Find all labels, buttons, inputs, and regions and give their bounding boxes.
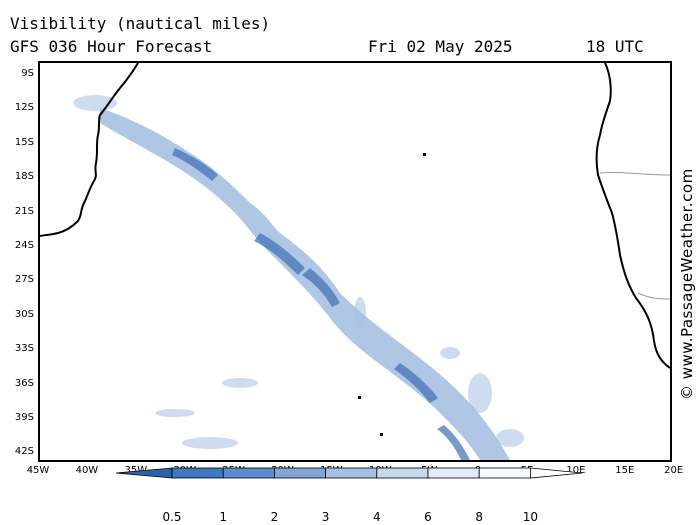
border-line [599,171,670,176]
lon-label: 45W [26,465,50,476]
lat-label: 33S [14,343,34,355]
lat-label: 15S [14,136,34,148]
fog-patches [73,95,524,449]
legend-label: 8 [475,510,483,524]
legend-swatch [273,467,326,479]
island [380,433,383,436]
map-title: Visibility (nautical miles) [10,14,271,33]
forecast-time: 18 UTC [586,37,644,56]
island [358,396,361,399]
fog-band [100,108,510,460]
lat-label: 9S [21,68,34,79]
legend-swatch [325,467,378,479]
legend-swatch [478,467,531,479]
legend-swatch [171,467,224,479]
legend-label: 3 [321,510,330,524]
lat-label: 39S [14,412,34,423]
lon-label: 35W [124,465,148,476]
legend-colorbar [116,467,583,479]
legend-swatch [376,467,429,479]
lon-label: 10E [566,465,586,476]
legend-swatch [529,467,583,479]
legend-label: 4 [372,510,381,524]
legend-label: 0.5 [162,510,182,524]
legend-label: 1 [219,510,227,524]
lat-label: 21S [14,205,34,217]
lat-label: 30S [14,308,34,320]
lat-label: 24S [14,240,34,251]
legend-swatch [116,467,173,479]
lat-label: 12S [14,102,34,114]
lat-label: 42S [14,446,34,458]
map-canvas [40,63,670,460]
lat-label: 36S [14,377,34,389]
lon-label: 20E [664,465,684,476]
legend-swatch [427,467,480,479]
lon-label: 40W [75,465,99,476]
legend-label: 10 [522,510,539,524]
border-line-2 [637,292,670,300]
legend-label: 2 [270,510,279,524]
legend-label: 6 [424,510,432,524]
model-label: GFS 036 Hour Forecast [10,37,213,56]
map-frame [38,61,672,462]
lat-label: 27S [14,274,34,286]
lon-label: 15E [615,465,635,476]
island [423,153,426,156]
forecast-date: Fri 02 May 2025 [368,37,513,56]
south-america-coast [40,63,139,237]
fog-core [172,148,470,460]
legend-swatch [222,467,275,479]
lat-label: 18S [14,171,34,183]
credit-text: © www.PassageWeather.com [678,168,696,400]
africa-coast [595,63,670,369]
